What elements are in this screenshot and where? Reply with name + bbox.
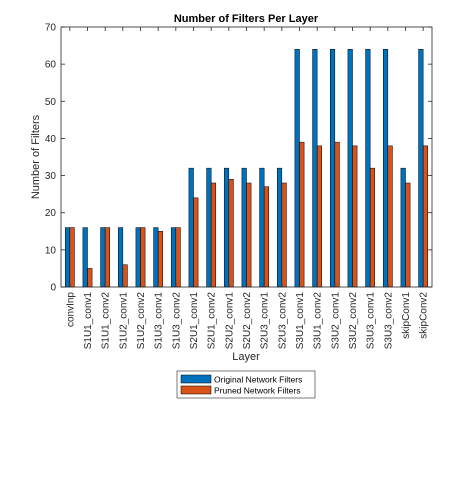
- bar-pruned: [122, 264, 128, 288]
- x-tick-label: S2U3_conv2: [277, 292, 288, 350]
- bar-pruned: [193, 197, 199, 288]
- y-tick-label: 60: [45, 60, 57, 71]
- x-tick-label: S1U2_conv2: [136, 292, 147, 350]
- bar-original: [135, 227, 141, 288]
- y-tick-label: 40: [45, 134, 57, 145]
- bar-pruned: [316, 145, 323, 288]
- x-tick-label: S2U2_conv2: [242, 292, 253, 350]
- bar-pruned: [87, 268, 93, 288]
- bar-original: [400, 167, 406, 288]
- y-tick-label: 10: [45, 245, 57, 256]
- bar-pruned: [334, 141, 340, 288]
- x-tick-label: S3U1_conv1: [295, 292, 306, 350]
- y-tick-label: 30: [45, 171, 57, 182]
- bar-original: [223, 167, 230, 288]
- x-tick-label: S1U1_conv1: [83, 292, 94, 350]
- bar-original: [117, 227, 124, 288]
- bar-original: [382, 49, 389, 288]
- y-tick-label: 70: [45, 23, 57, 34]
- x-tick-label: S1U2_conv1: [118, 292, 129, 350]
- legend-swatch-pruned: [180, 385, 212, 395]
- bar-original: [365, 49, 371, 288]
- bar-original: [294, 49, 300, 288]
- bar-original: [82, 227, 88, 288]
- x-tick-label: S3U1_conv2: [313, 292, 324, 350]
- legend: Original Network Filters Pruned Network …: [176, 370, 316, 399]
- x-tick-label: skipConv1: [401, 292, 412, 339]
- x-tick-label: S1U1_conv2: [101, 292, 112, 350]
- bar-pruned: [228, 179, 234, 288]
- x-tick-label: S3U2_conv2: [348, 292, 359, 350]
- plot-frame: [60, 26, 433, 288]
- x-tick-label: S2U1_conv2: [207, 292, 218, 350]
- bar-pruned: [422, 145, 429, 288]
- bar-original: [64, 227, 71, 288]
- chart-title: Number of Filters Per Layer: [174, 13, 319, 25]
- bar-pruned: [405, 182, 411, 288]
- y-tick-label: 0: [50, 283, 56, 294]
- x-tick-label: S3U3_conv2: [383, 292, 394, 350]
- legend-label-original: Original Network Filters: [214, 375, 302, 385]
- bar-pruned: [281, 182, 287, 288]
- x-tick-label: S2U3_conv1: [260, 292, 271, 350]
- bar-pruned: [104, 227, 111, 288]
- bar-original: [276, 167, 283, 288]
- bar-pruned: [140, 227, 146, 288]
- bar-pruned: [157, 231, 164, 288]
- x-tick-label: convInp: [65, 292, 76, 327]
- bar-original: [418, 49, 424, 288]
- bar-original: [206, 167, 212, 288]
- bar-original: [259, 167, 265, 288]
- bar-pruned: [69, 227, 75, 288]
- bar-original: [188, 167, 194, 288]
- bar-pruned: [299, 141, 305, 288]
- x-tick-label: S2U1_conv1: [189, 292, 200, 350]
- bar-original: [153, 227, 159, 288]
- x-tick-label: S3U2_conv1: [330, 292, 341, 350]
- bar-original: [170, 227, 177, 288]
- y-tick-label: 50: [45, 97, 57, 108]
- bar-pruned: [369, 167, 376, 288]
- x-tick-label: skipConv2: [419, 292, 430, 339]
- bar-pruned: [387, 145, 393, 288]
- x-tick-label: S1U3_conv2: [171, 292, 182, 350]
- x-tick-label: S2U2_conv1: [224, 292, 235, 350]
- bar-original: [329, 49, 336, 288]
- bar-original: [241, 167, 247, 288]
- bar-original: [347, 49, 353, 288]
- bar-original: [312, 49, 318, 288]
- bar-pruned: [210, 182, 217, 288]
- bar-pruned: [352, 145, 358, 288]
- x-tick-label: S3U3_conv1: [366, 292, 377, 350]
- y-axis-label: Number of Filters: [30, 114, 42, 199]
- bar-pruned: [263, 186, 270, 288]
- bar-original: [100, 227, 106, 288]
- bar-pruned: [246, 182, 252, 288]
- x-axis-label: Layer: [232, 351, 260, 363]
- y-tick-label: 20: [45, 208, 57, 219]
- legend-label-pruned: Pruned Network Filters: [214, 386, 300, 396]
- bar-pruned: [175, 227, 181, 288]
- x-tick-label: S1U3_conv1: [154, 292, 165, 350]
- legend-swatch-original: [180, 374, 212, 384]
- x-axis: convInp S1U1_conv1 S1U1_conv2 S1U2_conv1 S1U…: [65, 27, 430, 350]
